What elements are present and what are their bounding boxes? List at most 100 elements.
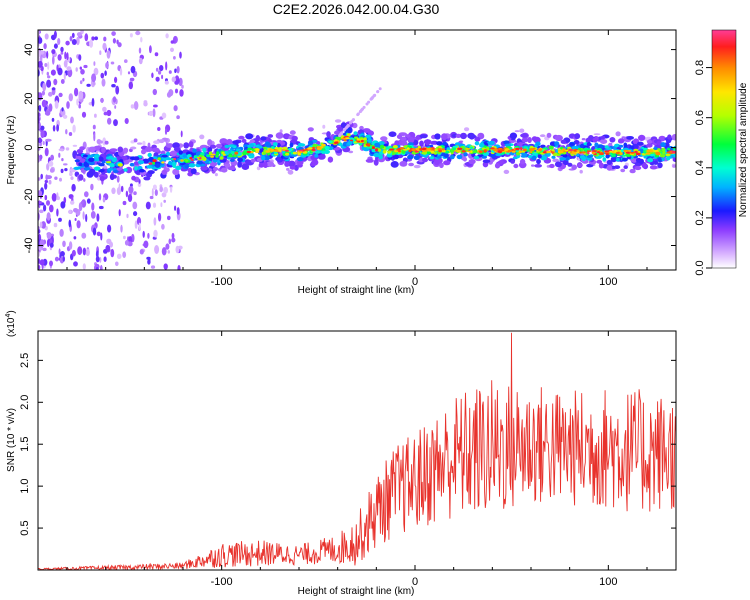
ridge-blob bbox=[78, 162, 83, 166]
noise-blob bbox=[163, 199, 166, 203]
faint-blob bbox=[348, 150, 354, 154]
ridge-blob bbox=[562, 148, 566, 152]
noise-blob bbox=[98, 193, 102, 201]
noise-blob bbox=[115, 261, 119, 267]
ridge-blob bbox=[509, 132, 518, 140]
noise-blob bbox=[53, 222, 58, 228]
ridge-blob bbox=[479, 142, 485, 148]
ridge-blob bbox=[264, 142, 271, 147]
noise-blob bbox=[129, 148, 133, 153]
ridge-blob bbox=[537, 153, 542, 159]
faint-blob bbox=[464, 127, 470, 132]
ridge-blob bbox=[424, 149, 428, 152]
y-tick-label: 0 bbox=[23, 144, 35, 150]
noise-blob bbox=[101, 78, 106, 87]
snr-ticks: -100 0 100 0.5 1.0 1.5 2.0 2.5 bbox=[19, 331, 676, 588]
ridge-blob bbox=[220, 167, 228, 173]
ridge-blob bbox=[117, 163, 123, 167]
ridge-blob bbox=[468, 159, 476, 165]
ridge-blob bbox=[250, 158, 256, 163]
ridge-blob bbox=[456, 154, 463, 160]
noise-blob bbox=[106, 109, 112, 117]
noise-blob bbox=[73, 261, 78, 267]
spectrogram-ticks: -100 0 100 -40 -20 0 20 40 bbox=[23, 30, 676, 288]
ridge-blob bbox=[263, 155, 271, 161]
noise-blob bbox=[116, 175, 120, 183]
spectrogram-marks bbox=[38, 30, 676, 270]
ridge-blob bbox=[346, 133, 351, 137]
ridge-blob bbox=[518, 150, 522, 154]
ridge-blob bbox=[510, 159, 515, 164]
ridge-blob bbox=[441, 148, 445, 151]
colorbar-gradient bbox=[711, 29, 737, 269]
ridge-blob bbox=[200, 166, 208, 171]
ridge-blob bbox=[560, 150, 564, 154]
ridge-blob bbox=[288, 160, 296, 167]
ridge-blob bbox=[109, 163, 115, 168]
noise-blob bbox=[159, 186, 163, 193]
ridge-blob bbox=[379, 144, 385, 149]
ridge-blob bbox=[311, 159, 319, 166]
noise-blob bbox=[71, 249, 76, 257]
ridge-blob bbox=[652, 160, 659, 165]
ridge-blob bbox=[98, 163, 105, 167]
ridge-blob bbox=[580, 148, 585, 152]
snr-panel: -100 0 100 0.5 1.0 1.5 2.0 2.5 Height of straig… bbox=[5, 310, 677, 597]
ridge-blob bbox=[602, 157, 607, 162]
snr-y-multiplier-exp: 4 bbox=[5, 314, 12, 318]
ridge-blob bbox=[635, 157, 642, 163]
noise-blob bbox=[98, 205, 104, 210]
noise-blob bbox=[41, 90, 46, 96]
noise-blob bbox=[173, 36, 176, 45]
colorbar-label: Normalized spectral amplitude bbox=[738, 82, 749, 217]
ridge-blob bbox=[215, 151, 220, 156]
x-tick-label: -100 bbox=[211, 276, 233, 288]
noise-blob bbox=[38, 60, 43, 68]
ridge-blob bbox=[184, 163, 190, 169]
ridge-blob bbox=[353, 131, 358, 136]
ridge-blob bbox=[467, 132, 475, 139]
ridge-blob bbox=[388, 131, 397, 137]
noise-blob bbox=[46, 71, 49, 76]
ridge-blob bbox=[667, 148, 671, 151]
ridge-blob bbox=[109, 173, 115, 181]
noise-blob bbox=[92, 124, 96, 130]
ridge-blob bbox=[215, 154, 219, 158]
x-tick-label: 0 bbox=[412, 576, 418, 588]
noise-blob bbox=[39, 259, 45, 266]
noise-blob bbox=[111, 84, 116, 88]
faint-blob bbox=[256, 166, 261, 171]
noise-blob bbox=[82, 263, 86, 270]
noise-blob bbox=[42, 82, 47, 92]
ridge-blob bbox=[522, 148, 527, 152]
ridge-blob bbox=[466, 150, 471, 153]
noise-blob bbox=[44, 110, 51, 116]
ridge-blob bbox=[554, 134, 563, 142]
ridge-blob bbox=[513, 163, 519, 169]
noise-blob bbox=[133, 191, 137, 196]
ridge-blob bbox=[131, 175, 137, 181]
faint-blob bbox=[137, 142, 143, 145]
ridge-blob bbox=[567, 162, 573, 167]
noise-blob bbox=[76, 98, 79, 106]
noise-blob bbox=[54, 256, 59, 262]
noise-blob bbox=[83, 64, 88, 69]
noise-blob bbox=[38, 265, 41, 270]
ridge-blob bbox=[474, 141, 480, 146]
ridge-blob bbox=[443, 153, 449, 159]
ridge-blob bbox=[586, 154, 593, 158]
noise-blob bbox=[177, 265, 181, 270]
ridge-blob bbox=[452, 145, 458, 148]
ridge-blob bbox=[143, 176, 151, 181]
ridge-blob bbox=[220, 153, 224, 157]
ridge-blob bbox=[604, 145, 609, 149]
ridge-blob bbox=[380, 136, 388, 141]
faint-blob bbox=[287, 169, 294, 175]
noise-blob bbox=[58, 248, 61, 255]
noise-blob bbox=[99, 265, 103, 270]
ridge-blob bbox=[227, 155, 234, 158]
noise-blob bbox=[69, 35, 73, 42]
noise-blob bbox=[94, 113, 97, 118]
ridge-blob bbox=[285, 152, 290, 156]
ridge-blob bbox=[549, 141, 555, 147]
